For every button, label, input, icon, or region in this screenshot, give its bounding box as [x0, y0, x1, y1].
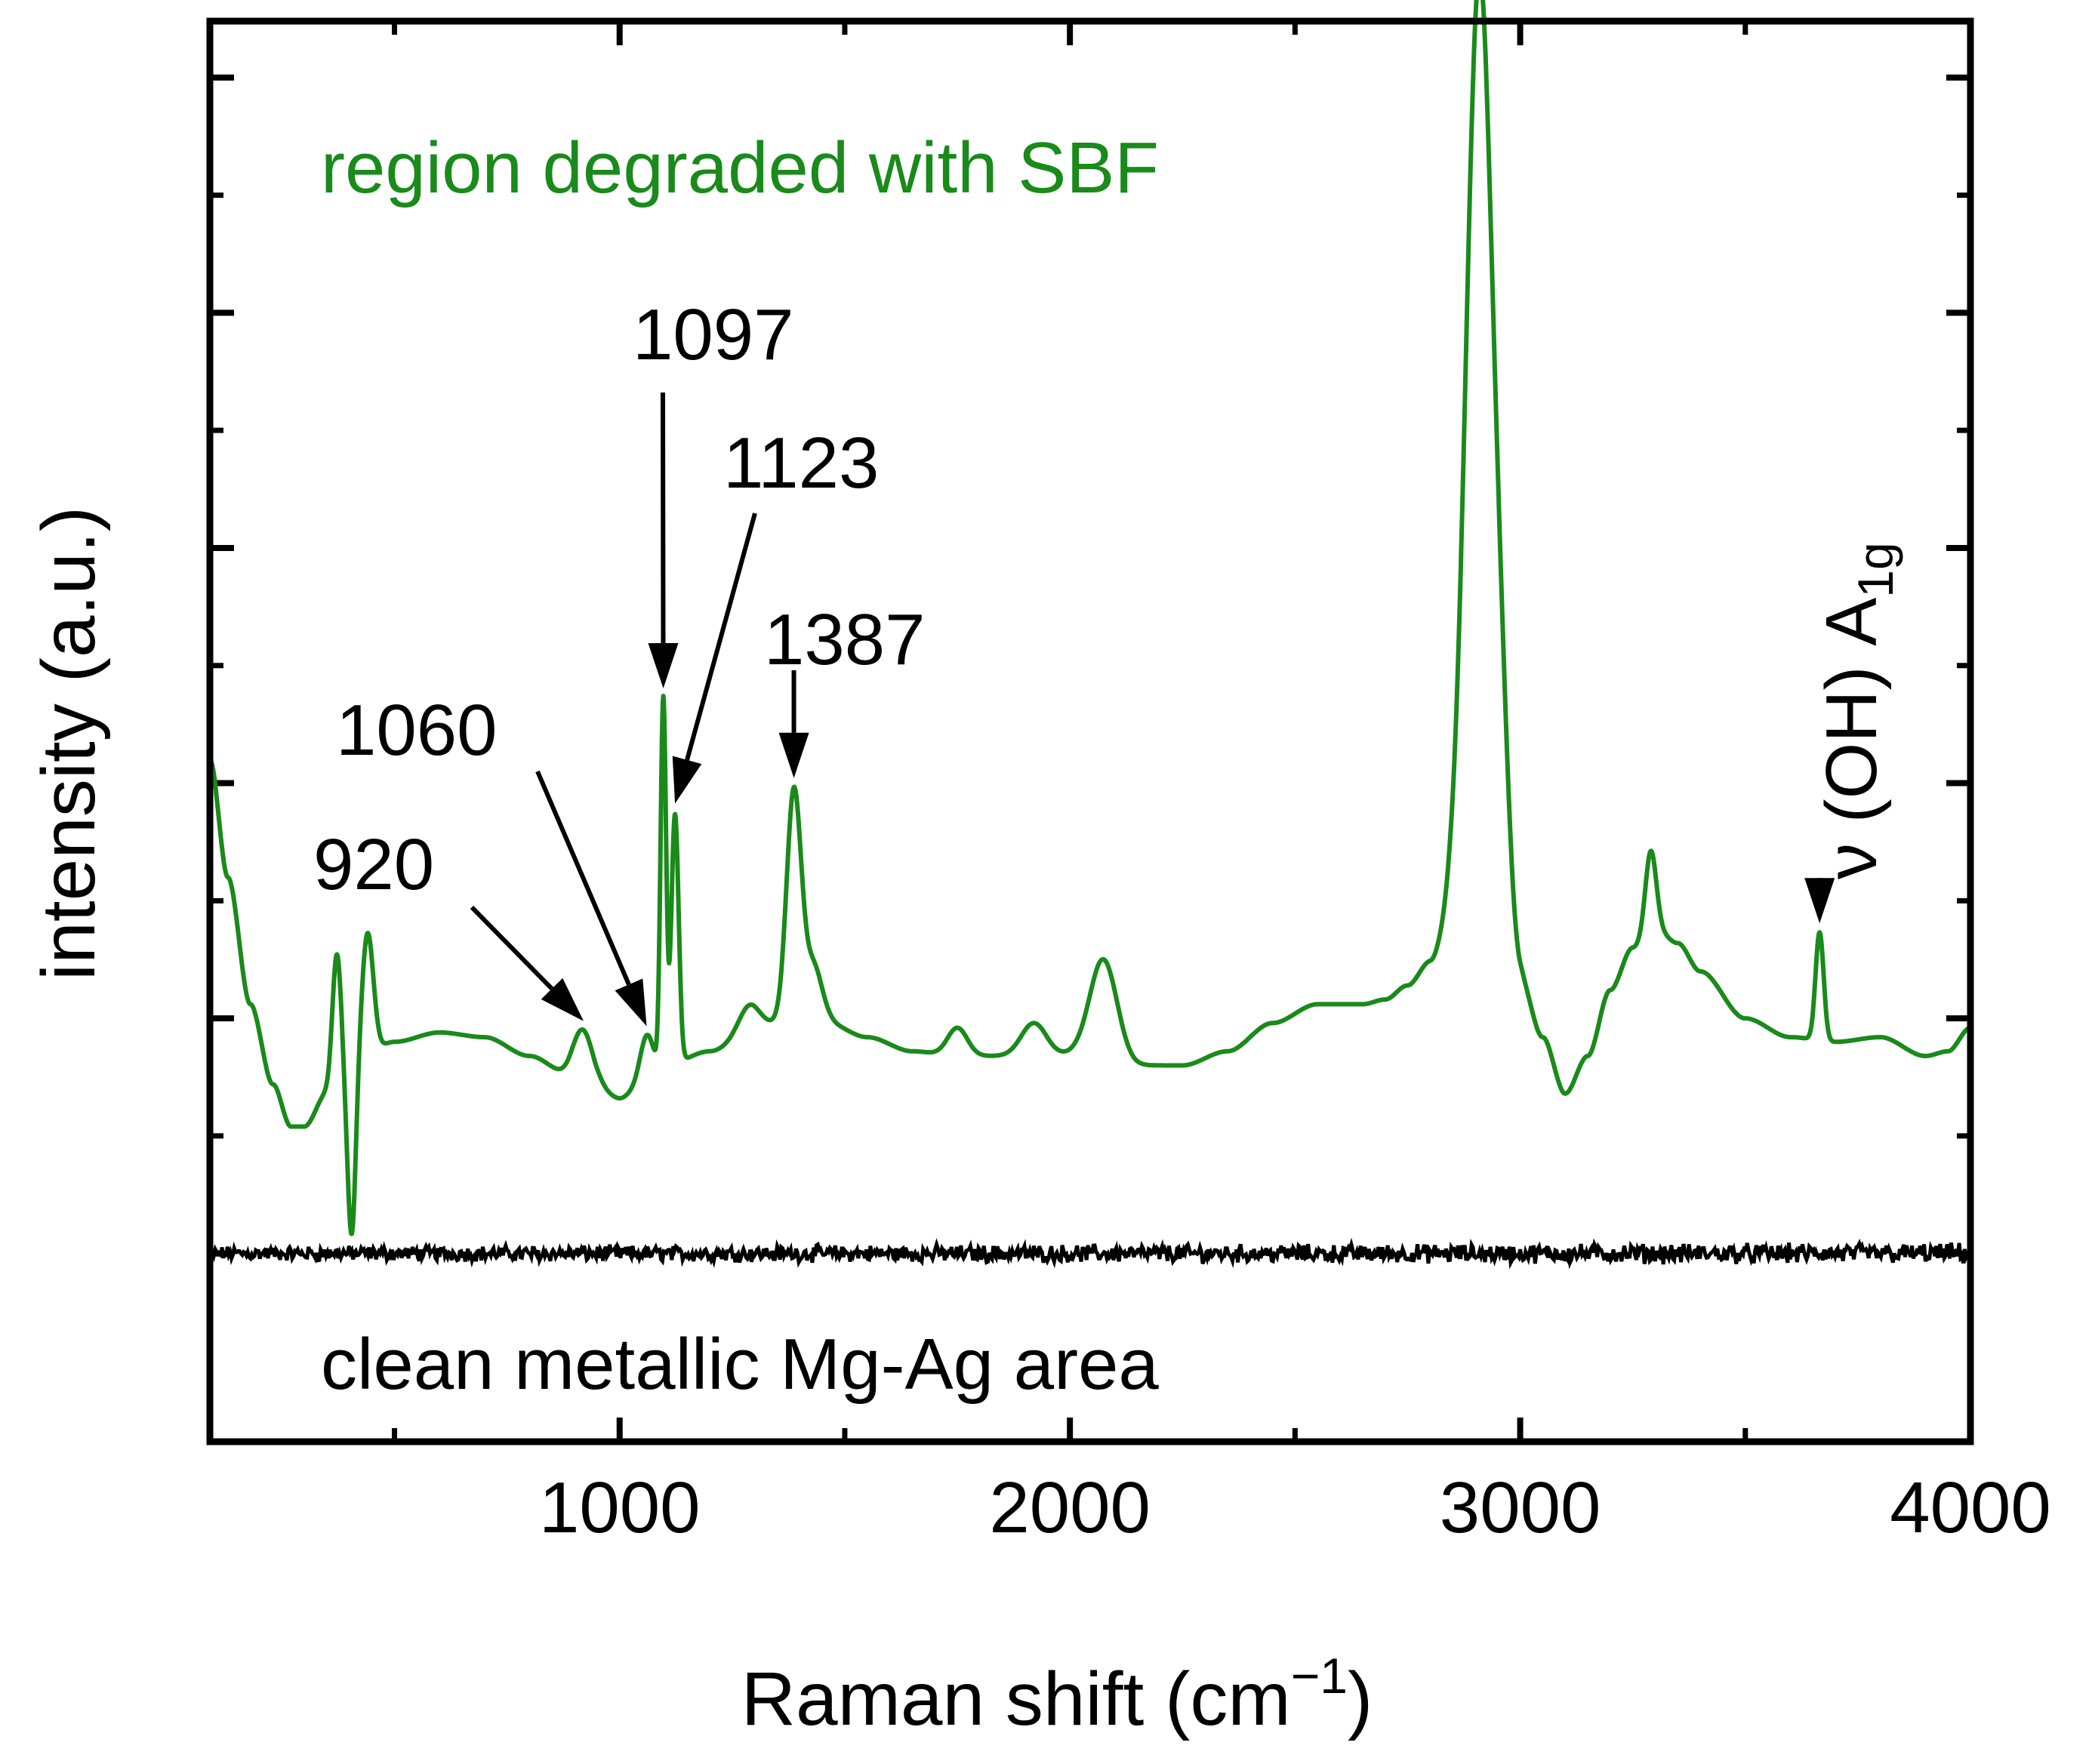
oh-label-sub: 1g: [1847, 542, 1903, 597]
x-tick-labels: 1000 2000 3000 4000: [539, 1467, 2051, 1548]
arrow-1123-head: [672, 756, 702, 804]
series-label-sbf: region degraded with SBF: [321, 128, 1159, 208]
x-axis-title: Raman shift (cm−1): [741, 1648, 1373, 1741]
y-axis-title: intensity (a.u.): [26, 506, 111, 981]
arrow-920-shaft: [470, 905, 554, 991]
peak-label-1060: 1060: [336, 690, 498, 771]
arrow-1060-head: [615, 978, 647, 1027]
x-axis-unit-base: cm: [1190, 1657, 1290, 1741]
arrow-1060-shaft: [535, 770, 631, 986]
x-axis-unit-open: (: [1165, 1657, 1190, 1741]
series-line-clean: [208, 1237, 1972, 1270]
peak-arrows: [470, 392, 1835, 1027]
plot-frame: [206, 17, 1974, 1445]
series-line-sbf: [208, 0, 1973, 1236]
arrow-1097-shaft: [661, 392, 666, 644]
arrow-1097-head: [648, 643, 679, 689]
peak-label-920: 920: [313, 824, 434, 905]
x-tick-label: 1000: [539, 1467, 701, 1548]
x-tick-label: 2000: [989, 1467, 1151, 1548]
x-axis-title-text: Raman shift: [741, 1657, 1145, 1741]
peak-label-1387: 1387: [764, 599, 926, 680]
peak-label-1123: 1123: [723, 423, 879, 503]
peak-label-1097: 1097: [633, 294, 794, 375]
x-tick-label: 4000: [1890, 1467, 2051, 1548]
x-axis-unit-sup: −1: [1291, 1648, 1348, 1704]
oh-label-main: ν (OH) A: [1811, 598, 1892, 879]
arrow-oh-head: [1804, 878, 1835, 924]
x-axis-title-space: [1144, 1657, 1165, 1741]
arrow-1387-head: [778, 732, 809, 778]
x-axis-unit-close: ): [1348, 1657, 1373, 1741]
series-label-clean: clean metallic Mg-Ag area: [321, 1324, 1159, 1405]
arrow-920-head: [541, 977, 584, 1021]
series-layer: [208, 0, 1973, 1270]
arrow-1123-shaft: [685, 513, 757, 761]
peak-label-oh: ν (OH) A1g: [1811, 542, 1903, 879]
x-tick-label: 3000: [1440, 1467, 1601, 1548]
